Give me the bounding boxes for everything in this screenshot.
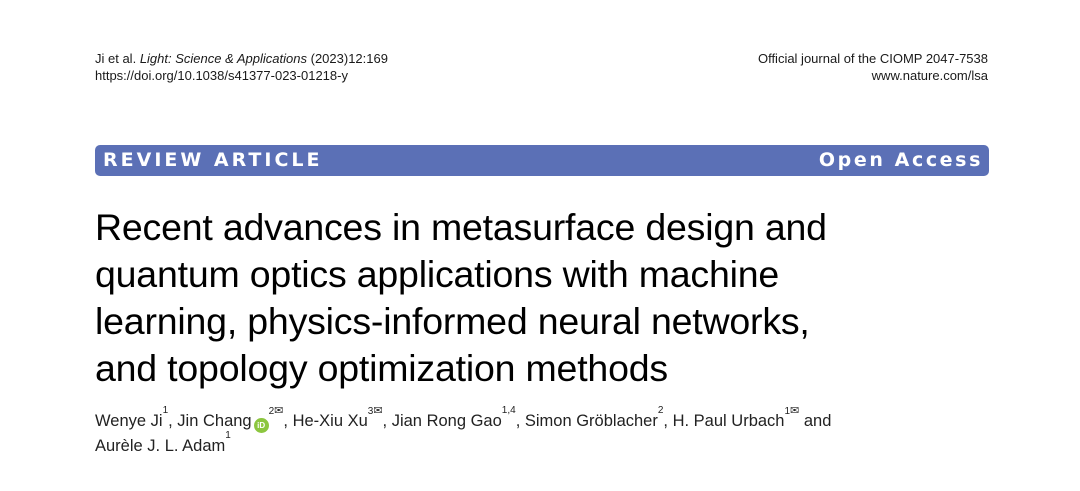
- mail-icon[interactable]: ✉: [274, 405, 284, 417]
- affiliation-sup[interactable]: 1: [162, 405, 169, 416]
- website-link[interactable]: www.nature.com/lsa: [871, 68, 988, 83]
- title-line: Recent advances in metasurface design an…: [95, 206, 827, 248]
- doi-link[interactable]: https://doi.org/10.1038/s41377-023-01218…: [95, 68, 348, 83]
- article-type-band: REVIEW ARTICLE Open Access: [95, 145, 989, 176]
- mail-icon[interactable]: ✉: [790, 405, 800, 417]
- author-name[interactable]: Jian Rong Gao: [391, 412, 502, 430]
- affiliation-sup[interactable]: 2✉: [268, 405, 284, 417]
- title-line: quantum optics applications with machine: [95, 253, 780, 295]
- author-name[interactable]: Aurèle J. L. Adam: [95, 437, 226, 455]
- author-name[interactable]: H. Paul Urbach: [672, 412, 785, 430]
- affiliation-sup[interactable]: 1,4: [501, 405, 516, 416]
- author-name[interactable]: Jin Chang: [177, 412, 252, 430]
- author-name[interactable]: Simon Gröblacher: [524, 412, 658, 430]
- citation-block: Ji et al. Light: Science & Applications …: [95, 50, 388, 84]
- title-line: learning, physics-informed neural networ…: [95, 300, 810, 342]
- author-name[interactable]: He-Xiu Xu: [292, 412, 368, 430]
- author-conjunction: and: [803, 412, 832, 430]
- journal-line: Official journal of the CIOMP 2047-7538: [757, 51, 988, 66]
- journal-info: Official journal of the CIOMP 2047-7538 …: [758, 50, 988, 84]
- citation-line: Ji et al. Light: Science & Applications …: [95, 51, 388, 66]
- article-type-label: REVIEW ARTICLE: [103, 149, 323, 171]
- open-access-label: Open Access: [818, 149, 983, 171]
- orcid-icon[interactable]: iD: [253, 418, 269, 433]
- affiliation-sup[interactable]: 1: [225, 430, 231, 441]
- affiliation-sup[interactable]: 3✉: [367, 405, 383, 417]
- journal-name[interactable]: Light: Science & Applications: [139, 51, 307, 66]
- author-list: Wenye Ji1, Jin Chang iD2✉, He-Xiu Xu3✉, J…: [95, 405, 832, 456]
- title-line: and topology optimization methods: [95, 347, 668, 389]
- affiliation-sup[interactable]: 2: [657, 405, 664, 416]
- article-title: Recent advances in metasurface design an…: [95, 204, 995, 392]
- mail-icon[interactable]: ✉: [373, 405, 383, 417]
- affiliation-sup[interactable]: 1✉: [784, 405, 800, 417]
- author-name[interactable]: Wenye Ji: [95, 412, 163, 430]
